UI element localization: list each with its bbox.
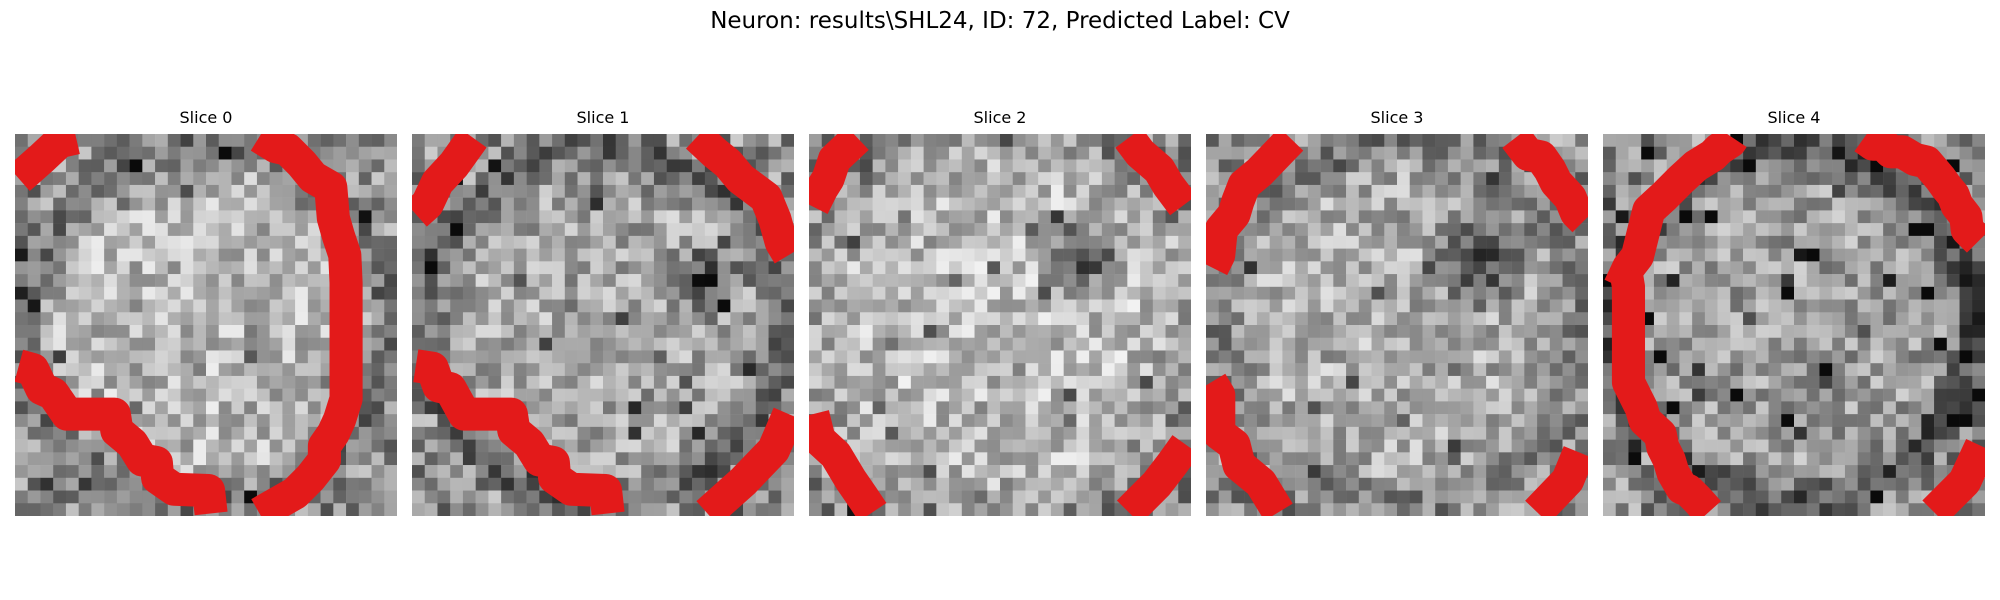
slice-3-title: Slice 3 [1206,108,1588,127]
slice-2-title: Slice 2 [809,108,1191,127]
slice-1-title: Slice 1 [412,108,794,127]
slice-1-image [412,134,794,516]
slice-0-image [15,134,397,516]
slice-3-image [1206,134,1588,516]
slice-0-title: Slice 0 [15,108,397,127]
slice-4-title: Slice 4 [1603,108,1985,127]
figure-title: Neuron: results\SHL24, ID: 72, Predicted… [0,8,2000,34]
slice-2-image [809,134,1191,516]
slice-4-image [1603,134,1985,516]
